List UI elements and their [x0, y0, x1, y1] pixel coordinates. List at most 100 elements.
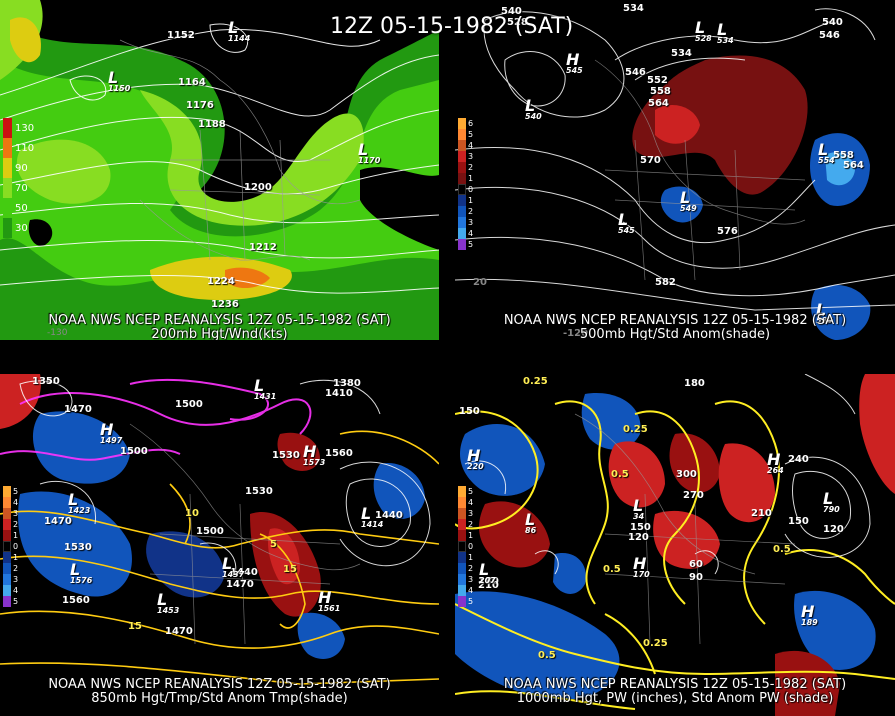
system-value: 549	[680, 204, 697, 213]
legend-label: 2	[468, 207, 474, 216]
temp-anomaly-legend: 5 4 3 2 1 0 1 2 3 4 5	[3, 486, 18, 607]
height-label: 1440	[375, 510, 403, 521]
contour-label: 546	[625, 67, 646, 78]
contour-label: 1188	[198, 119, 226, 130]
height-label: 300	[676, 469, 697, 480]
contour-label: 1164	[178, 77, 206, 88]
legend-swatch	[3, 178, 12, 198]
legend-swatch	[3, 552, 11, 563]
system-value: 790	[823, 505, 840, 514]
contour-label: 528	[507, 17, 528, 28]
system-value: 86	[525, 526, 537, 535]
legend-swatch	[458, 173, 466, 184]
system-value: 207	[479, 576, 496, 585]
legend-swatch	[458, 508, 466, 519]
system-value: 1561	[318, 604, 341, 613]
height-label: 1470	[165, 626, 193, 637]
height-label: 1560	[62, 595, 90, 606]
contour-label: 582	[655, 277, 676, 288]
system-symbol: L	[479, 560, 490, 579]
contour-label: 534	[671, 48, 692, 59]
system-value: 585	[816, 316, 833, 325]
low-center: L 1170	[358, 140, 380, 165]
system-value: 528	[695, 34, 712, 43]
legend-swatch	[3, 508, 11, 519]
low-center: L 554	[818, 140, 835, 165]
panel-caption-bottom: 850mb Hgt/Tmp/Std Anom Tmp(shade)	[91, 691, 348, 706]
map-500mb-anomaly	[455, 0, 895, 340]
legend-label: 5	[468, 240, 474, 249]
system-value: 540	[525, 112, 542, 121]
low-center: L 545	[618, 210, 635, 235]
low-center: L 1423	[68, 490, 90, 515]
legend-label: 5	[468, 130, 474, 139]
legend-swatch	[3, 218, 12, 238]
system-symbol: L	[823, 489, 834, 508]
system-symbol: L	[633, 496, 644, 515]
system-symbol: H	[767, 450, 781, 469]
system-symbol: H	[633, 554, 647, 573]
legend-label: 5	[13, 487, 19, 496]
height-label: 60	[689, 559, 703, 570]
height-label: 1530	[245, 486, 273, 497]
height-label: 180	[684, 378, 705, 389]
legend-label: 0	[468, 185, 474, 194]
legend-swatch	[458, 563, 466, 574]
low-center: L 534	[717, 20, 734, 45]
pw-label: 0.5	[773, 544, 791, 555]
high-center: H 170	[633, 554, 650, 579]
map-1000mb-precipitable-water	[455, 374, 895, 716]
high-center: H 1573	[303, 442, 325, 467]
legend-swatch	[3, 486, 11, 497]
contour-label: 1152	[167, 30, 195, 41]
low-center: L 528	[695, 18, 712, 43]
legend-label: 4	[468, 586, 474, 595]
legend-label: 90	[15, 162, 28, 174]
legend-swatch	[458, 228, 466, 239]
legend-swatch	[458, 239, 466, 250]
legend-swatch	[458, 217, 466, 228]
longitude-label: -130	[47, 328, 68, 338]
system-value: 170	[633, 570, 650, 579]
low-symbol: L	[228, 18, 239, 37]
legend-label: 5	[468, 597, 474, 606]
height-label: 1470	[226, 579, 254, 590]
legend-swatch	[458, 151, 466, 162]
panel-caption-bottom: 200mb Hgt/Wnd(kts)	[151, 327, 288, 341]
high-center: H 1561	[318, 588, 340, 613]
system-symbol: H	[303, 442, 317, 461]
low-symbol: L	[108, 68, 119, 87]
latitude-label: 20	[473, 277, 487, 288]
contour-label: 564	[648, 98, 669, 109]
temp-label: 10	[185, 508, 199, 519]
height-label: 1530	[272, 450, 300, 461]
page-title: 12Z 05-15-1982 (SAT)	[330, 14, 574, 39]
pw-label: 0.5	[611, 469, 629, 480]
legend-label: 1	[13, 553, 19, 562]
system-value: 1437	[222, 570, 245, 579]
legend-label: 2	[13, 564, 19, 573]
system-symbol: H	[100, 420, 114, 439]
legend-swatch	[458, 195, 466, 206]
low-value: 1170	[358, 156, 381, 165]
pw-label: 0.25	[623, 424, 648, 435]
panel-caption-top: NOAA NWS NCEP REANALYSIS 12Z 05-15-1982 …	[48, 677, 391, 692]
legend-label: 0	[13, 542, 19, 551]
legend-label: 1	[468, 553, 474, 562]
legend-label: 0	[468, 542, 474, 551]
legend-label: 4	[468, 229, 474, 238]
height-label: 150	[630, 522, 651, 533]
high-center: H 220	[467, 446, 484, 471]
height-label: 1530	[64, 542, 92, 553]
system-symbol: L	[680, 188, 691, 207]
legend-label: 70	[15, 182, 28, 194]
height-label: 150	[459, 406, 480, 417]
system-value: 1431	[254, 392, 277, 401]
contour-label: 1236	[211, 299, 239, 310]
legend-label: 1	[13, 531, 19, 540]
legend-label: 3	[468, 152, 474, 161]
low-center: L 549	[680, 188, 697, 213]
system-symbol: L	[68, 490, 79, 509]
map-200mb-wind	[0, 0, 439, 340]
legend-swatch	[458, 530, 466, 541]
